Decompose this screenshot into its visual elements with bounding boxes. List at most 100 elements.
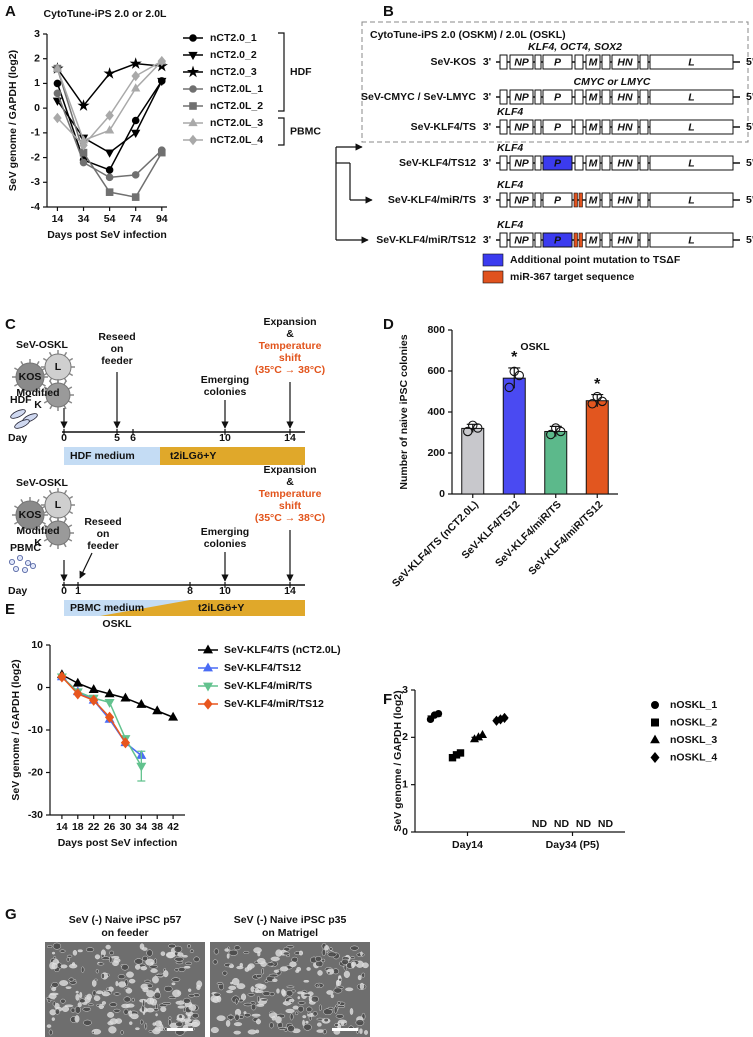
medium-bar — [160, 447, 305, 465]
genome-end: 3' — [483, 234, 491, 246]
cell — [257, 957, 266, 965]
y-axis-label: SeV genome / GAPDH (log2) — [392, 690, 404, 831]
gene-label: P — [554, 91, 562, 103]
arrow — [79, 552, 93, 579]
virus-spike — [41, 521, 46, 525]
cell — [142, 947, 148, 951]
x-tick-label: 22 — [88, 821, 100, 833]
cell — [188, 1004, 197, 1011]
cell — [68, 977, 75, 982]
gene-junction — [639, 54, 649, 70]
cell — [364, 1030, 368, 1035]
replicate-point — [504, 382, 514, 393]
gene-label: NP — [514, 234, 530, 246]
cell — [142, 987, 149, 993]
virus-spike — [63, 405, 67, 410]
cell — [188, 993, 196, 998]
cell — [282, 951, 290, 956]
gene-box — [649, 119, 734, 135]
cell — [306, 1006, 313, 1013]
cell — [261, 967, 264, 975]
gene-junction — [574, 89, 584, 105]
gene-junction — [499, 119, 508, 135]
construct-name: SeV-KOS — [430, 56, 476, 68]
data-point — [52, 63, 63, 72]
genome-end: 3' — [483, 121, 491, 133]
x-tick-label: 42 — [167, 821, 179, 833]
cell — [275, 949, 283, 957]
cell — [247, 993, 255, 997]
gene-junction — [534, 192, 542, 208]
replicate-point — [434, 709, 443, 718]
cell — [281, 988, 285, 996]
virus-spike — [48, 351, 53, 357]
gene-label: L — [688, 91, 694, 103]
cell — [323, 1017, 329, 1023]
y-tick-label: -4 — [31, 201, 40, 213]
medium-bar — [64, 447, 160, 465]
cell — [303, 979, 310, 983]
data-point — [88, 684, 99, 694]
day-number: 0 — [61, 585, 67, 597]
legend-label: nOSKL_3 — [670, 734, 717, 746]
medium-label: PBMC medium — [70, 602, 144, 614]
y-tick-label: 400 — [427, 406, 445, 418]
cell — [268, 973, 279, 978]
y-tick-label: 0 — [439, 488, 445, 500]
vector-name: SeV-OSKL — [16, 477, 69, 489]
cell — [109, 1018, 118, 1025]
virus-label: K — [34, 537, 42, 549]
cell — [324, 945, 329, 951]
replicate-point — [545, 429, 556, 440]
cell — [108, 1026, 117, 1034]
data-point — [104, 698, 115, 708]
virus-spike — [48, 489, 53, 495]
virus-spike — [42, 495, 48, 500]
cell — [65, 986, 72, 989]
cell — [177, 1005, 186, 1009]
mir-target — [573, 192, 578, 208]
cell — [177, 952, 184, 957]
virus-spike — [68, 386, 73, 390]
gene-label: P — [554, 56, 562, 68]
cell — [82, 1007, 92, 1012]
cell — [118, 981, 127, 988]
cell — [183, 965, 191, 969]
cell — [216, 982, 224, 985]
legend-label: Additional point mutation to TSΔF — [510, 254, 681, 266]
gene-label: M — [589, 56, 598, 68]
diagram-title: CytoTune-iPS 2.0 (OSKM) / 2.0L (OSKL) — [370, 29, 566, 41]
gene-label: HN — [617, 194, 633, 206]
data-point — [53, 79, 62, 88]
x-axis-label: Days post SeV infection — [58, 837, 178, 849]
cell — [66, 957, 70, 962]
cell — [255, 974, 263, 978]
day-number: 14 — [284, 585, 296, 597]
cell — [224, 948, 230, 952]
legend-label: SeV-KLF4/TS12 — [224, 662, 301, 674]
virus-spike — [49, 518, 53, 523]
gene-box — [585, 192, 601, 208]
cell — [213, 948, 220, 955]
legend-label: nCT2.0L_4 — [210, 134, 263, 146]
genome-end: 3' — [483, 56, 491, 68]
replicate-point — [514, 370, 524, 381]
gene-junction — [601, 54, 611, 70]
cell — [150, 962, 154, 965]
gene-junction — [601, 119, 611, 135]
cell — [341, 958, 349, 965]
cell — [94, 954, 101, 960]
data-point — [105, 110, 114, 121]
cell — [306, 967, 311, 971]
cell — [135, 1027, 140, 1031]
cell — [303, 993, 311, 997]
cell — [349, 1008, 354, 1015]
cell — [159, 1023, 164, 1032]
gene-label: P — [554, 234, 562, 246]
gene-junction — [601, 192, 611, 208]
gene-box — [509, 232, 534, 248]
legend-marker — [189, 102, 197, 110]
cell-icon — [12, 566, 19, 573]
cell — [185, 961, 193, 965]
cell-icon — [16, 555, 23, 562]
